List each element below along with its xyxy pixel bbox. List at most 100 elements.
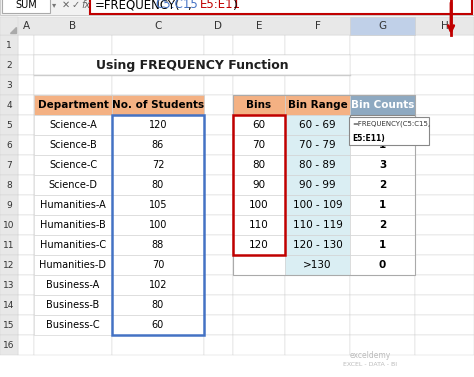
Bar — [350, 35, 415, 55]
Bar — [34, 295, 112, 315]
Text: 1: 1 — [6, 40, 12, 49]
Bar — [285, 255, 350, 275]
Text: 9: 9 — [6, 201, 12, 210]
Text: 11: 11 — [3, 241, 15, 250]
Bar — [112, 75, 204, 95]
Bar — [34, 195, 112, 215]
Bar — [350, 195, 415, 215]
Bar — [350, 155, 415, 175]
Bar — [285, 235, 350, 255]
Bar — [112, 135, 204, 155]
Text: 60: 60 — [253, 120, 265, 130]
Bar — [0, 75, 18, 95]
Bar — [112, 175, 204, 195]
Bar — [112, 215, 204, 235]
Bar — [18, 55, 34, 75]
Bar — [18, 115, 34, 135]
Text: 8: 8 — [6, 181, 12, 190]
Bar — [112, 155, 204, 175]
Text: Department: Department — [37, 100, 109, 110]
Text: E5:E11: E5:E11 — [200, 0, 241, 12]
Text: 86: 86 — [152, 140, 164, 150]
Bar — [415, 335, 474, 355]
Bar — [233, 155, 285, 175]
Bar — [0, 235, 18, 255]
Bar — [415, 275, 474, 295]
Bar — [34, 335, 112, 355]
Bar — [112, 215, 204, 235]
Text: Humanities-C: Humanities-C — [40, 240, 106, 250]
Bar — [415, 215, 474, 235]
Text: Bin Range: Bin Range — [288, 100, 347, 110]
Bar — [34, 315, 112, 335]
Bar — [90, 0, 472, 14]
Text: 1: 1 — [379, 240, 386, 250]
Bar — [350, 95, 415, 115]
Bar — [285, 275, 350, 295]
Text: 12: 12 — [3, 261, 15, 270]
Bar — [285, 235, 350, 255]
Bar — [350, 17, 415, 35]
Bar — [34, 315, 112, 335]
Text: 88: 88 — [152, 240, 164, 250]
Bar — [233, 115, 285, 255]
Text: 90 - 99: 90 - 99 — [299, 180, 336, 190]
Text: 3: 3 — [379, 160, 386, 170]
Text: EXCEL - DATA - BI: EXCEL - DATA - BI — [343, 362, 397, 366]
Bar — [18, 175, 34, 195]
Bar — [112, 195, 204, 215]
Text: 105: 105 — [149, 200, 167, 210]
Bar — [18, 95, 34, 115]
Bar — [285, 175, 350, 195]
Bar — [112, 95, 204, 115]
Bar — [2, 0, 50, 13]
Bar — [0, 275, 18, 295]
Bar — [233, 235, 285, 255]
Bar — [112, 255, 204, 275]
Bar — [349, 117, 429, 145]
Text: 120 - 130: 120 - 130 — [292, 240, 342, 250]
Bar — [350, 235, 415, 255]
Bar — [204, 35, 233, 55]
Bar — [350, 295, 415, 315]
Bar — [233, 215, 285, 235]
Bar — [233, 95, 415, 275]
Bar — [233, 235, 285, 255]
Bar — [350, 115, 415, 135]
Bar — [0, 155, 18, 175]
Bar — [415, 115, 474, 135]
Text: No. of Students: No. of Students — [112, 100, 204, 110]
Bar — [18, 75, 34, 95]
Bar — [34, 55, 350, 75]
Text: Bins: Bins — [246, 100, 272, 110]
Bar — [0, 17, 18, 35]
Bar — [285, 335, 350, 355]
Text: C: C — [155, 21, 162, 31]
Bar — [415, 295, 474, 315]
Bar — [34, 175, 112, 195]
Text: Business-B: Business-B — [46, 300, 100, 310]
Bar — [233, 55, 285, 75]
Text: D: D — [215, 21, 222, 31]
Bar — [233, 115, 285, 135]
Bar — [233, 195, 285, 215]
Text: ,: , — [189, 0, 196, 12]
Bar — [285, 215, 350, 235]
Bar — [350, 95, 415, 115]
Bar — [233, 115, 285, 135]
Bar — [233, 195, 285, 215]
Bar — [18, 155, 34, 175]
Text: 80: 80 — [253, 160, 265, 170]
Bar — [415, 75, 474, 95]
Text: 14: 14 — [3, 300, 15, 310]
Bar — [0, 315, 18, 335]
Bar — [0, 115, 18, 135]
Bar — [112, 275, 204, 295]
Bar — [34, 175, 112, 195]
Bar — [285, 155, 350, 175]
Text: 60 - 69: 60 - 69 — [299, 120, 336, 130]
Text: ✓: ✓ — [72, 0, 80, 10]
Text: Science-A: Science-A — [49, 120, 97, 130]
Bar — [112, 155, 204, 175]
Bar — [233, 75, 285, 95]
